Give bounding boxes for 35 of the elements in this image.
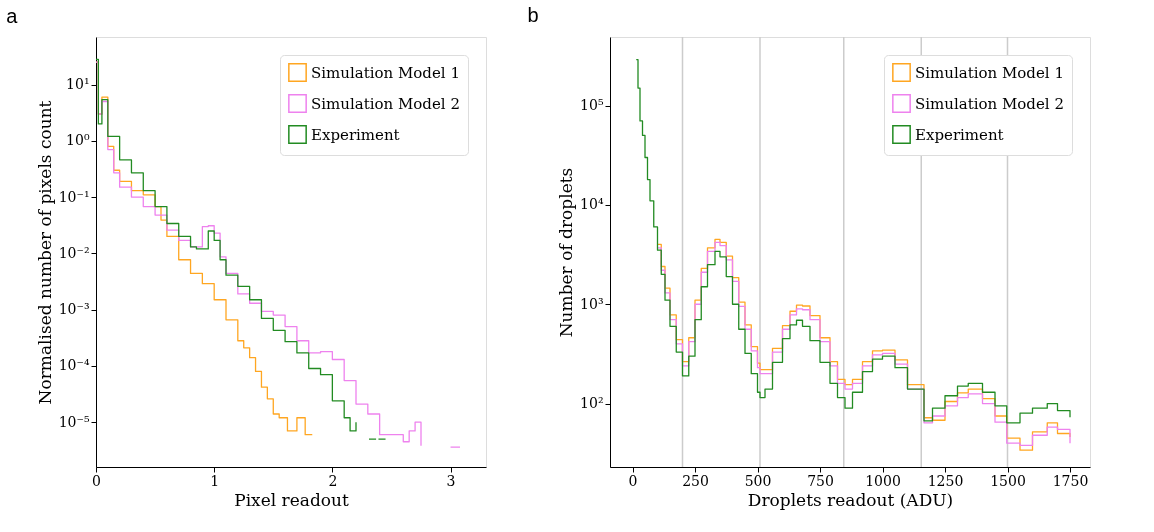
x-axis-title: Pixel readout bbox=[234, 489, 349, 510]
y-tick-label: 10⁻² bbox=[58, 244, 90, 261]
y-tick-label: 10⁰ bbox=[66, 132, 90, 149]
legend-label: Simulation Model 2 bbox=[311, 94, 460, 113]
legend-label: Simulation Model 1 bbox=[311, 63, 460, 82]
y-tick-label: 10⁻³ bbox=[58, 301, 90, 318]
y-axis-title: Number of droplets bbox=[556, 167, 577, 338]
x-tick-label: 1750 bbox=[1052, 472, 1089, 489]
y-tick-label: 10³ bbox=[580, 295, 604, 312]
x-tick-label: 2 bbox=[328, 472, 338, 489]
x-tick-label: 1000 bbox=[865, 472, 901, 489]
x-tick-label: 750 bbox=[807, 472, 834, 489]
y-tick-label: 10² bbox=[580, 395, 604, 412]
x-tick-label: 250 bbox=[682, 472, 709, 489]
legend-label: Experiment bbox=[915, 125, 1004, 144]
legend-label: Simulation Model 1 bbox=[915, 63, 1064, 82]
legend-label: Experiment bbox=[311, 125, 400, 144]
x-tick-label: 3 bbox=[446, 472, 456, 489]
x-tick-label: 1250 bbox=[927, 472, 964, 489]
x-tick-label: 0 bbox=[92, 472, 101, 489]
y-tick-label: 10¹ bbox=[66, 76, 90, 93]
chart-title: a bbox=[6, 5, 19, 27]
y-tick-label: 10⁵ bbox=[580, 97, 604, 114]
y-tick-label: 10⁻⁵ bbox=[58, 413, 90, 430]
y-tick-label: 10⁴ bbox=[580, 196, 604, 213]
chart-title: b bbox=[527, 4, 539, 27]
x-tick-label: 1500 bbox=[990, 472, 1026, 489]
x-tick-label: 500 bbox=[744, 472, 772, 489]
legend-label: Simulation Model 2 bbox=[915, 94, 1064, 113]
y-axis-title: Normalised number of pixels count bbox=[34, 100, 55, 405]
y-tick-label: 10⁻⁴ bbox=[58, 357, 90, 374]
x-tick-label: 1 bbox=[210, 472, 220, 489]
x-tick-label: 0 bbox=[628, 472, 638, 489]
x-axis-title: Droplets readout (ADU) bbox=[747, 489, 954, 510]
y-tick-label: 10⁻¹ bbox=[58, 188, 90, 205]
